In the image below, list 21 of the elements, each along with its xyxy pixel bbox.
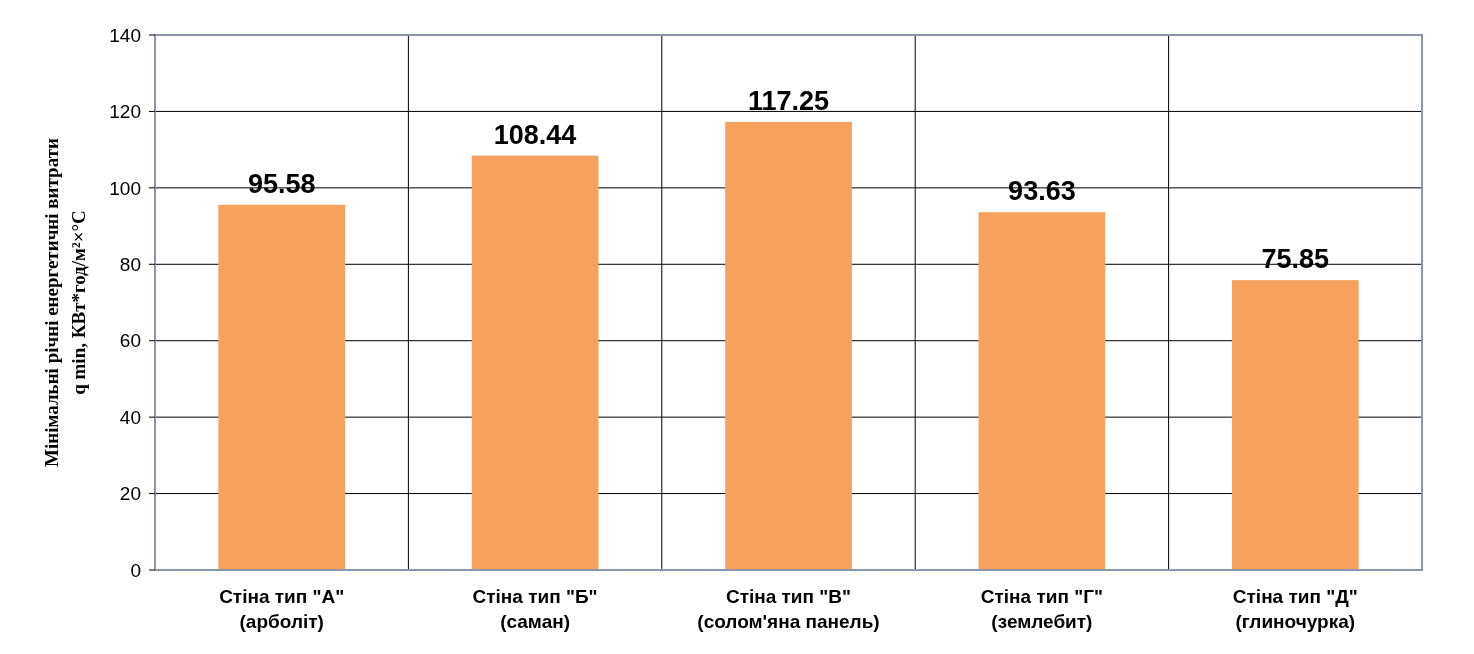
data-label: 117.25 — [747, 85, 830, 116]
x-tick-label: Стіна тип "Б" (саман) — [472, 586, 598, 632]
y-tick-label: 40 — [119, 406, 141, 428]
y-tick-label: 140 — [109, 24, 141, 46]
bar — [725, 121, 852, 570]
x-tick-label: Стіна тип "Г" (землебит) — [980, 586, 1103, 632]
x-tick-label: Стіна тип "А" (арболіт) — [219, 586, 345, 632]
x-tick-label: Стіна тип "В" (солом'яна панель) — [697, 586, 880, 632]
y-tick-label: 120 — [109, 101, 141, 123]
y-axis-title: Мінімальні річні енергетичні витрати q min, КВт*год/м²×°С — [41, 137, 89, 467]
y-tick-label: 20 — [119, 483, 141, 505]
y-tick-label: 80 — [119, 253, 141, 275]
bar — [218, 204, 346, 570]
data-label: 108.44 — [493, 119, 577, 150]
x-tick-label: Стіна тип "Д" (глиночурка) — [1232, 586, 1358, 632]
y-tick-label: 60 — [119, 330, 141, 352]
bar — [471, 155, 599, 570]
bar — [1231, 280, 1359, 570]
y-tick-label: 100 — [109, 177, 141, 199]
y-tick-label: 0 — [130, 559, 141, 581]
bar — [978, 212, 1106, 570]
